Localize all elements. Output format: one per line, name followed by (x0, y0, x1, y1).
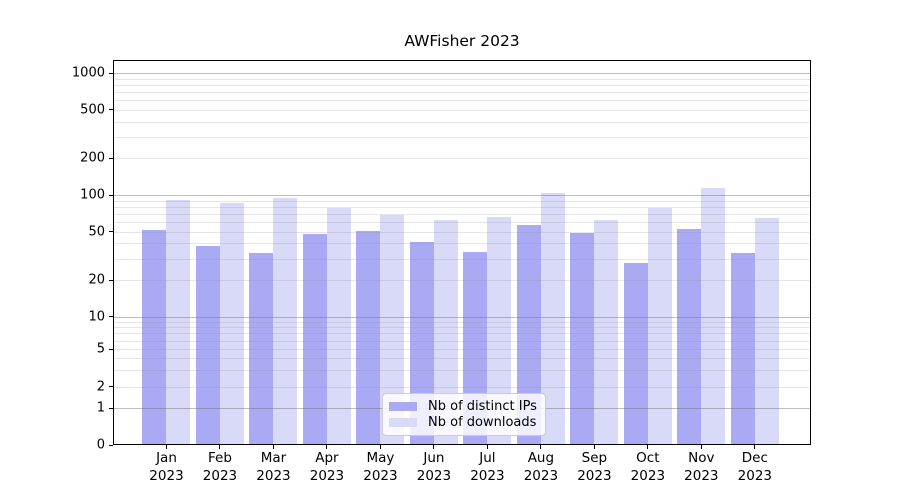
bar-downloads-mar (273, 198, 298, 444)
x-tick-month: Feb (208, 450, 232, 466)
chart-title: AWFisher 2023 (404, 32, 520, 50)
x-tick-mark (379, 445, 381, 449)
y-tick-label: 5 (96, 341, 105, 357)
x-tick-label: Feb 2023 (203, 450, 237, 486)
distinct-ips-swatch (389, 401, 417, 411)
x-tick-month: May (366, 450, 395, 466)
y-tick-mark (109, 444, 113, 446)
y-tick-mark (109, 72, 113, 74)
y-tick-label: 500 (80, 102, 105, 118)
legend-label: Nb of downloads (428, 415, 537, 431)
bar-downloads-dec (754, 217, 779, 444)
x-tick-mark (700, 445, 702, 449)
bar-downloads-jan (166, 200, 191, 444)
x-tick-month: Aug (527, 450, 555, 466)
y-tick-label: 10 (88, 309, 105, 325)
x-tick-label: Dec 2023 (738, 450, 772, 486)
x-tick-year: 2023 (149, 467, 184, 484)
x-tick-label: Jun 2023 (417, 450, 451, 486)
x-tick-mark (326, 445, 328, 449)
y-tick-label: 200 (80, 150, 105, 166)
y-tick-label: 50 (88, 224, 105, 240)
x-tick-mark (647, 445, 649, 449)
bar-distinct-ips-oct (623, 263, 648, 444)
y-tick-mark (109, 407, 113, 409)
bar-distinct-ips-feb (195, 245, 220, 444)
legend-item: Nb of distinct IPs (389, 399, 539, 414)
bar-distinct-ips-apr (302, 233, 327, 444)
x-tick-label: May 2023 (363, 450, 397, 486)
x-tick-label: Oct 2023 (631, 450, 665, 486)
y-tick-label: 1000 (71, 65, 105, 81)
bar-distinct-ips-may (356, 230, 381, 444)
bar-downloads-sep (594, 220, 619, 444)
x-tick-month: Jun (423, 450, 445, 466)
x-tick-year: 2023 (470, 467, 505, 484)
y-tick-label: 100 (80, 187, 105, 203)
y-tick-mark (109, 194, 113, 196)
x-tick-year: 2023 (630, 467, 666, 484)
x-tick-month: Apr (315, 450, 339, 466)
x-tick-mark (593, 445, 595, 449)
downloads-swatch (389, 418, 417, 428)
bar-downloads-oct (647, 208, 672, 444)
x-tick-year: 2023 (684, 467, 719, 484)
x-tick-year: 2023 (202, 467, 238, 484)
plot-area: Nb of distinct IPs Nb of downloads (113, 60, 811, 445)
y-tick-mark (109, 316, 113, 318)
y-tick-mark (109, 279, 113, 281)
bar-downloads-feb (219, 202, 244, 444)
bar-downloads-nov (701, 188, 726, 444)
legend-label: Nb of distinct IPs (428, 398, 537, 414)
bar-distinct-ips-dec (730, 253, 755, 444)
y-tick-label: 0 (96, 437, 105, 453)
x-tick-label: Jan 2023 (149, 450, 183, 486)
y-tick-mark (109, 109, 113, 111)
x-tick-mark (486, 445, 488, 449)
bar-distinct-ips-jan (142, 229, 167, 444)
bars-layer (114, 61, 810, 444)
x-tick-year: 2023 (363, 467, 398, 484)
x-tick-mark (219, 445, 221, 449)
x-tick-year: 2023 (577, 467, 612, 484)
x-tick-year: 2023 (256, 467, 291, 484)
x-tick-label: Jul 2023 (470, 450, 504, 486)
bar-downloads-apr (326, 208, 351, 444)
y-tick-mark (109, 348, 113, 350)
x-tick-month: Sep (581, 450, 608, 466)
y-tick-mark (109, 386, 113, 388)
bar-distinct-ips-nov (677, 228, 702, 444)
bar-distinct-ips-mar (249, 253, 274, 444)
x-tick-mark (754, 445, 756, 449)
x-tick-month: Jul (479, 450, 496, 466)
x-tick-year: 2023 (737, 467, 773, 484)
legend: Nb of distinct IPs Nb of downloads (382, 393, 546, 436)
x-tick-month: Nov (688, 450, 715, 466)
x-tick-label: Apr 2023 (310, 450, 344, 486)
x-tick-label: Aug 2023 (524, 450, 558, 486)
y-tick-label: 2 (96, 379, 105, 395)
x-tick-month: Jan (156, 450, 177, 466)
x-tick-mark (433, 445, 435, 449)
x-tick-month: Dec (741, 450, 768, 466)
x-tick-mark (165, 445, 167, 449)
x-tick-label: Sep 2023 (577, 450, 611, 486)
x-tick-mark (540, 445, 542, 449)
x-tick-label: Mar 2023 (256, 450, 290, 486)
bar-distinct-ips-sep (570, 232, 595, 444)
y-tick-label: 1 (96, 400, 105, 416)
x-tick-label: Nov 2023 (684, 450, 718, 486)
x-tick-year: 2023 (523, 467, 559, 484)
y-tick-label: 20 (88, 272, 105, 288)
y-tick-mark (109, 157, 113, 159)
x-tick-year: 2023 (309, 467, 345, 484)
x-tick-mark (272, 445, 274, 449)
legend-item: Nb of downloads (389, 415, 539, 430)
y-tick-mark (109, 231, 113, 233)
x-tick-year: 2023 (416, 467, 452, 484)
x-tick-month: Mar (260, 450, 287, 466)
x-tick-month: Oct (636, 450, 660, 466)
